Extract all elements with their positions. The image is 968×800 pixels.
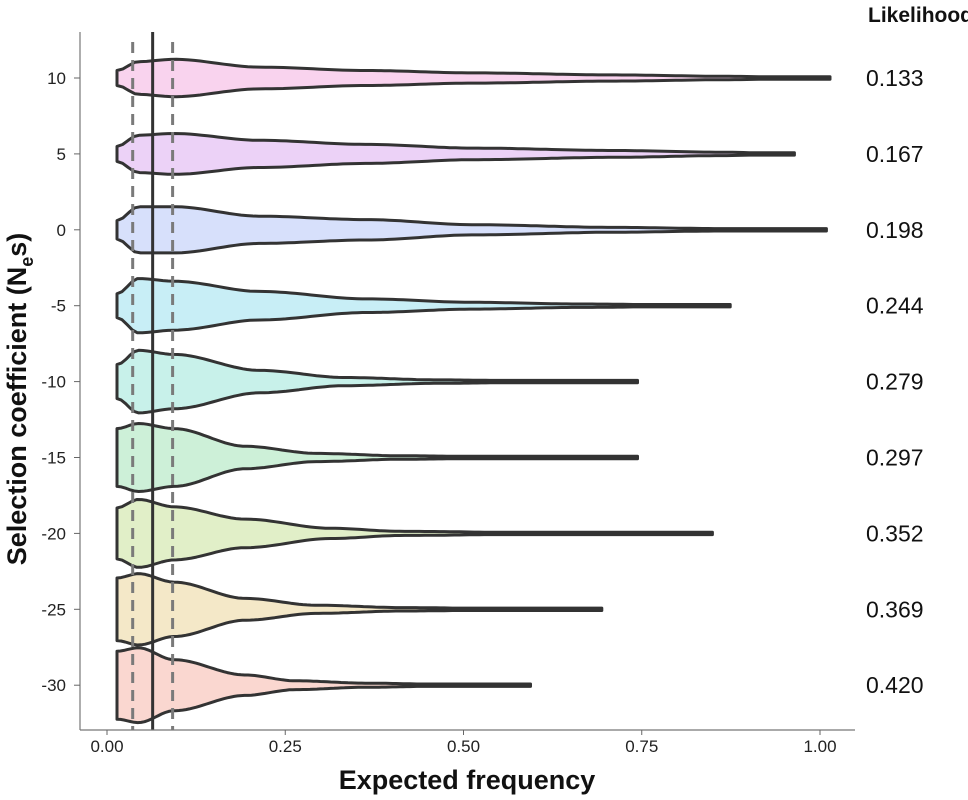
likelihood-value: 0.369 xyxy=(866,596,924,622)
x-axis-title: Expected frequency xyxy=(339,765,596,795)
y-axis-title-main: Selection coefficient (N xyxy=(2,267,32,566)
violin--15 xyxy=(115,422,639,493)
reference-lines xyxy=(131,32,175,730)
y-axis-title: Selection coefficient (Nes) xyxy=(2,233,37,566)
likelihood-value: 0.133 xyxy=(866,65,924,91)
tick-layer: 10 5 0 -5 -10 -15 -20 -25 -30 0.00 0.25 0.50 0.75 1.0… xyxy=(41,69,836,756)
likelihood-value: 0.244 xyxy=(866,293,924,319)
y-tick-label: 0 xyxy=(57,221,66,240)
y-tick-label: -25 xyxy=(41,600,66,619)
y-axis-title-subscript: e xyxy=(17,257,37,267)
violin--25 xyxy=(115,572,604,647)
y-tick-label: -5 xyxy=(51,297,66,316)
violin-0 xyxy=(115,205,828,255)
x-tick-label: 0.00 xyxy=(90,737,123,756)
likelihood-value: 0.420 xyxy=(866,672,924,698)
x-tick-label: 1.00 xyxy=(803,737,836,756)
violin-10 xyxy=(115,57,832,99)
axes xyxy=(79,32,855,731)
y-tick-label: -10 xyxy=(41,373,66,392)
y-tick-label: -30 xyxy=(41,676,66,695)
violin--20 xyxy=(115,498,714,569)
y-tick-label: 10 xyxy=(47,69,66,88)
violin--10 xyxy=(115,348,639,415)
y-tick-label: -15 xyxy=(41,449,66,468)
likelihood-value: 0.352 xyxy=(866,520,924,546)
x-tick-label: 0.25 xyxy=(269,737,302,756)
likelihood-value: 0.167 xyxy=(866,141,924,167)
y-tick-label: 5 xyxy=(57,145,66,164)
violin-5 xyxy=(115,132,796,176)
likelihood-header: Likelihood xyxy=(868,4,968,27)
likelihood-value: 0.198 xyxy=(866,217,924,243)
violin--5 xyxy=(115,277,732,335)
likelihood-value: 0.279 xyxy=(866,369,924,395)
y-axis-title-tail: s) xyxy=(2,233,32,257)
violin-layer xyxy=(115,57,832,725)
x-tick-label: 0.50 xyxy=(447,737,480,756)
y-tick-label: -20 xyxy=(41,524,66,543)
likelihood-value: 0.297 xyxy=(866,445,924,471)
x-tick-label: 0.75 xyxy=(625,737,658,756)
likelihood-column: 0.133 0.167 0.198 0.244 0.279 0.297 0.352 0.369… xyxy=(866,65,924,698)
violin--30 xyxy=(115,646,532,725)
